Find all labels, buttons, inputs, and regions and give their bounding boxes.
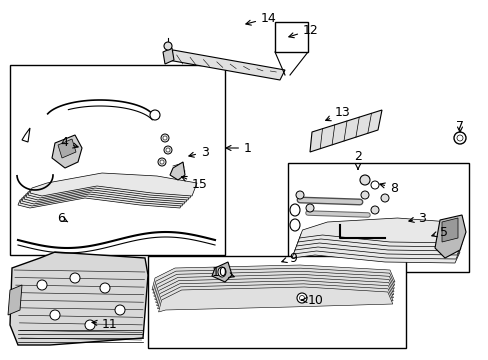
Ellipse shape <box>163 146 172 154</box>
Text: 6: 6 <box>57 211 67 225</box>
Polygon shape <box>163 48 174 64</box>
Polygon shape <box>309 110 381 152</box>
Text: 4: 4 <box>60 136 78 149</box>
Text: 3: 3 <box>408 211 425 225</box>
Polygon shape <box>52 135 82 168</box>
Ellipse shape <box>370 206 378 214</box>
Text: 1: 1 <box>225 141 251 154</box>
Polygon shape <box>8 285 22 315</box>
Polygon shape <box>154 271 393 296</box>
Polygon shape <box>168 50 285 80</box>
Ellipse shape <box>305 204 313 212</box>
Text: 14: 14 <box>245 12 276 25</box>
Text: 13: 13 <box>325 107 350 121</box>
Ellipse shape <box>296 293 306 303</box>
Ellipse shape <box>70 273 80 283</box>
Ellipse shape <box>295 191 304 199</box>
Polygon shape <box>212 262 231 282</box>
Polygon shape <box>155 274 393 300</box>
Polygon shape <box>434 215 465 258</box>
Polygon shape <box>297 222 463 247</box>
Text: 2: 2 <box>353 150 361 169</box>
Ellipse shape <box>165 148 170 152</box>
Text: 3: 3 <box>188 145 208 158</box>
Polygon shape <box>22 181 189 204</box>
Polygon shape <box>18 185 184 208</box>
Ellipse shape <box>163 42 172 50</box>
Ellipse shape <box>163 136 167 140</box>
Polygon shape <box>157 284 392 309</box>
Ellipse shape <box>115 305 125 315</box>
Polygon shape <box>294 230 461 255</box>
Polygon shape <box>10 252 148 345</box>
Polygon shape <box>296 226 462 251</box>
Polygon shape <box>22 128 30 142</box>
Polygon shape <box>152 265 394 290</box>
Polygon shape <box>58 139 76 158</box>
Ellipse shape <box>218 267 225 277</box>
Ellipse shape <box>100 283 110 293</box>
Bar <box>148 256 405 348</box>
Ellipse shape <box>158 158 165 166</box>
Text: 11: 11 <box>92 318 118 330</box>
Bar <box>10 65 224 255</box>
Text: 7: 7 <box>455 121 463 134</box>
Polygon shape <box>28 175 195 198</box>
Polygon shape <box>30 173 197 196</box>
Polygon shape <box>153 268 394 293</box>
Ellipse shape <box>85 320 95 330</box>
Ellipse shape <box>453 132 465 144</box>
Polygon shape <box>293 234 460 259</box>
Ellipse shape <box>289 204 299 216</box>
Bar <box>274 22 307 52</box>
Text: 12: 12 <box>288 23 318 38</box>
Ellipse shape <box>456 135 462 141</box>
Ellipse shape <box>161 134 169 142</box>
Ellipse shape <box>360 191 368 199</box>
Ellipse shape <box>299 296 304 301</box>
Ellipse shape <box>37 280 47 290</box>
Polygon shape <box>26 177 193 200</box>
Text: 5: 5 <box>431 225 447 238</box>
Ellipse shape <box>380 194 388 202</box>
Polygon shape <box>24 179 191 202</box>
Polygon shape <box>441 218 457 242</box>
Ellipse shape <box>160 160 163 164</box>
Polygon shape <box>291 238 459 263</box>
Polygon shape <box>299 218 464 243</box>
Text: 15: 15 <box>181 176 207 192</box>
Text: 9: 9 <box>281 252 296 265</box>
Ellipse shape <box>359 175 369 185</box>
Polygon shape <box>156 281 393 306</box>
Text: 10: 10 <box>301 293 323 306</box>
Text: 10: 10 <box>212 266 234 279</box>
Ellipse shape <box>370 181 378 189</box>
Bar <box>287 163 468 272</box>
Ellipse shape <box>150 110 160 120</box>
Polygon shape <box>156 278 393 302</box>
Polygon shape <box>20 183 186 206</box>
Polygon shape <box>158 287 392 312</box>
Ellipse shape <box>50 310 60 320</box>
Text: 8: 8 <box>379 181 397 194</box>
Ellipse shape <box>289 219 299 231</box>
Polygon shape <box>170 162 184 180</box>
